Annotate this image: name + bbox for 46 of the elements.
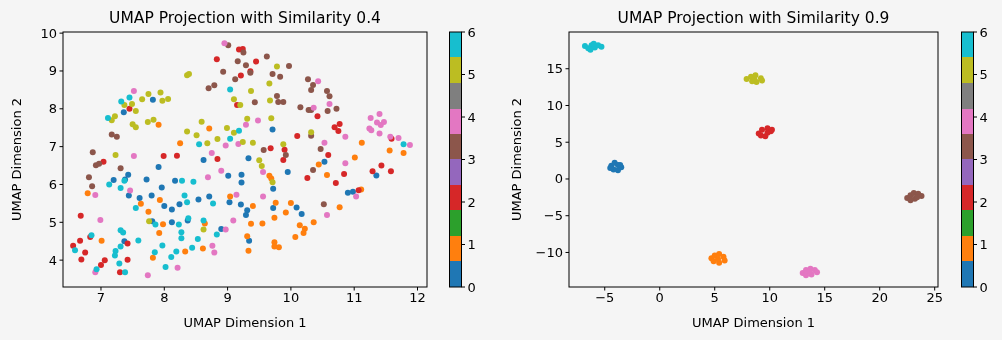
color-bar-label: 1	[467, 237, 476, 252]
x-tick-label: 9	[223, 290, 232, 305]
x-tick-label: 11	[345, 290, 363, 305]
y-tick-label: 8	[48, 101, 57, 117]
x-tick-label: 20	[871, 290, 888, 305]
y-tick-label: −5	[543, 208, 563, 224]
y-tick-label: 7	[48, 139, 57, 155]
y-tick-label: 15	[546, 61, 563, 77]
color-bar-label: 2	[467, 194, 476, 210]
y-axis-title: UMAP Dimension 2	[509, 97, 524, 222]
y-axis-title: UMAP Dimension 2	[9, 97, 24, 222]
color-bar-label: 3	[979, 152, 988, 167]
x-tick-label: 7	[96, 290, 106, 305]
color-bar-label: 0	[467, 279, 476, 295]
y-tick-label: 4	[48, 252, 57, 268]
color-bar-label: 4	[467, 109, 476, 125]
x-tick-label: 10	[282, 290, 300, 305]
y-tick-label: 10	[40, 25, 57, 41]
chart-title: UMAP Projection with Similarity 0.9	[617, 9, 890, 27]
color-bar-label: 3	[467, 152, 476, 167]
x-tick-label: 0	[655, 290, 664, 305]
x-tick-label: 8	[160, 290, 169, 305]
color-bar-label: 5	[467, 67, 476, 82]
x-tick-label: 25	[926, 290, 943, 305]
x-tick-label: 10	[761, 290, 778, 305]
y-tick-label: 5	[48, 214, 57, 230]
x-axis-title: UMAP Dimension 1	[691, 315, 816, 330]
x-axis-title: UMAP Dimension 1	[183, 315, 307, 330]
y-tick-label: 9	[48, 63, 57, 79]
x-tick-label: 12	[409, 290, 426, 305]
color-bar-label: 6	[979, 24, 988, 40]
color-bar-label: 6	[467, 24, 476, 40]
color-bar-label: 2	[979, 194, 988, 210]
color-bar-label: 5	[979, 67, 988, 82]
y-tick-label: 10	[546, 97, 563, 113]
color-bar-label: 0	[979, 279, 988, 295]
chart-title: UMAP Projection with Similarity 0.4	[109, 9, 381, 27]
x-tick-label: 5	[710, 290, 719, 305]
color-bar-label: 4	[979, 109, 988, 125]
y-tick-label: 5	[554, 134, 563, 150]
y-tick-label: 6	[48, 176, 57, 192]
x-tick-label: −5	[595, 290, 615, 305]
color-bar-label: 1	[979, 237, 988, 252]
y-tick-label: 0	[554, 171, 563, 187]
x-tick-label: 15	[816, 290, 833, 305]
y-tick-label: −10	[535, 244, 563, 260]
